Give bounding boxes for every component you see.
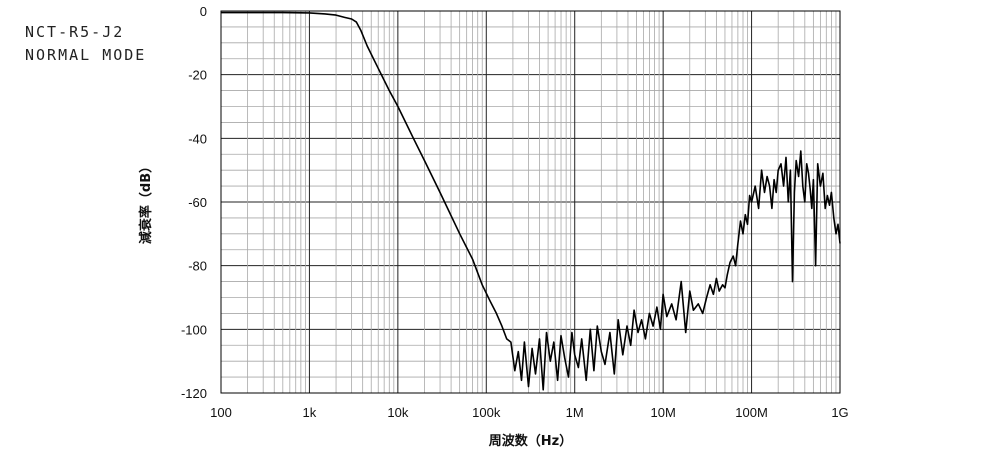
series-line	[221, 11, 841, 391]
y-tick-label: -60	[188, 195, 207, 210]
y-tick-label: -80	[188, 259, 207, 274]
x-axis-ticks: 100 1k 10k 100k 1M 10M 100M 1G	[210, 405, 849, 420]
grid	[220, 10, 840, 394]
x-tick-label: 100M	[735, 405, 768, 420]
x-tick-label: 100k	[472, 405, 501, 420]
y-tick-label: -20	[188, 68, 207, 83]
chart-annotation: NCT-R5-J2 NORMAL MODE	[25, 21, 146, 67]
x-tick-label: 10M	[650, 405, 675, 420]
plot-frame	[220, 10, 841, 394]
y-axis-ticks: 0 -20 -40 -60 -80 -100 -120	[181, 4, 207, 401]
x-axis-label: 周波数（Hz）	[489, 433, 572, 449]
x-tick-label: 1G	[831, 405, 848, 420]
x-tick-label: 1M	[566, 405, 584, 420]
y-tick-label: -100	[181, 322, 207, 337]
y-tick-label: -120	[181, 386, 207, 401]
y-tick-label: -40	[188, 131, 207, 146]
y-axis-label: 減衰率（dB）	[138, 160, 154, 244]
series	[221, 11, 841, 391]
x-tick-label: 1k	[303, 405, 317, 420]
mode-name: NORMAL MODE	[25, 46, 147, 64]
y-tick-label: 0	[200, 4, 207, 19]
x-tick-label: 100	[210, 405, 232, 420]
x-tick-label: 10k	[387, 405, 408, 420]
model-name: NCT-R5-J2	[25, 23, 125, 41]
